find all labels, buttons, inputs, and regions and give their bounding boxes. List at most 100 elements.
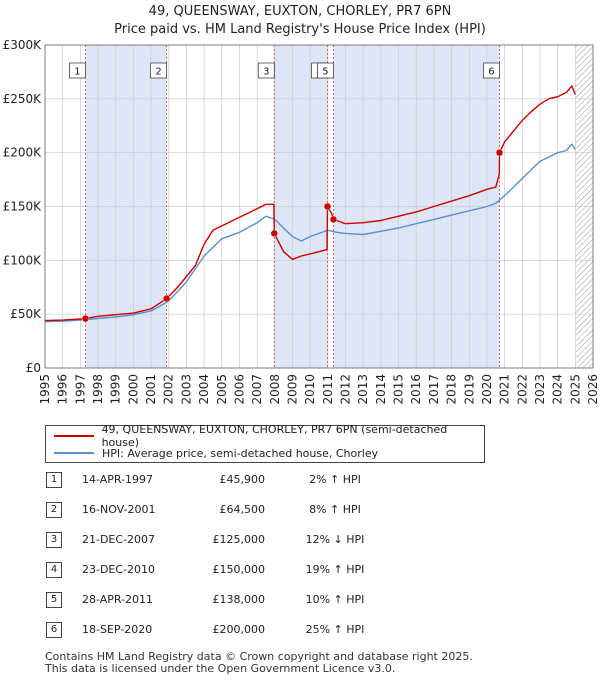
footer-line-1: Contains HM Land Registry data © Crown c… (45, 650, 473, 663)
x-tick-label: 2024 (551, 374, 565, 405)
legend-swatch-hpi (54, 452, 94, 454)
x-tick-label: 1997 (73, 374, 87, 405)
sale-price: £125,000 (212, 533, 266, 546)
sale-hpi-diff: 10% ↑ HPI (305, 593, 365, 606)
x-tick-label: 2001 (144, 374, 158, 405)
sale-marker-box (317, 62, 334, 79)
x-tick-label: 2002 (162, 374, 176, 405)
x-tick-label: 2019 (462, 374, 476, 405)
legend-item-hpi: HPI: Average price, semi-detached house,… (54, 445, 378, 461)
sale-number: 2 (46, 502, 62, 518)
sale-marker-dot (323, 202, 332, 211)
sale-marker-label: 1 (74, 67, 80, 78)
sale-marker-box (150, 62, 168, 79)
chart-title: 49, QUEENSWAY, EUXTON, CHORLEY, PR7 6PN (148, 4, 452, 19)
sale-date: 23-DEC-2010 (82, 563, 156, 576)
sale-marker-dot (81, 314, 90, 323)
sale-hpi-diff: 25% ↑ HPI (305, 623, 365, 636)
x-tick-label: 2016 (409, 374, 423, 405)
sale-price: £138,000 (212, 593, 266, 606)
legend-label-property: 49, QUEENSWAY, EUXTON, CHORLEY, PR7 6PN … (101, 423, 448, 449)
x-tick-label: 2015 (392, 374, 406, 405)
y-tick-label: £200K (3, 146, 43, 160)
y-tick-label: £100K (3, 253, 43, 267)
x-tick-label: 2020 (480, 374, 494, 405)
y-tick-label: £150K (3, 200, 43, 214)
sale-marker-box (69, 62, 86, 79)
x-tick-label: 2017 (427, 374, 441, 405)
x-tick-label: 2007 (250, 374, 264, 405)
sale-price: £64,500 (219, 503, 266, 516)
x-tick-label: 1995 (38, 374, 52, 405)
sale-number: 4 (46, 562, 62, 578)
sale-hpi-diff: 2% ↑ HPI (309, 473, 361, 486)
sale-marker-label: 2 (155, 67, 161, 78)
sale-marker-label: 5 (322, 67, 328, 78)
x-tick-label: 2009 (285, 374, 299, 405)
property-series-line (44, 85, 576, 322)
footer-note: Contains HM Land Registry data © Crown c… (45, 651, 473, 675)
x-tick-label: 2021 (498, 374, 512, 405)
legend-label-hpi: HPI: Average price, semi-detached house,… (102, 446, 379, 460)
sale-marker-dot (329, 215, 338, 224)
x-tick-label: 2010 (303, 374, 317, 405)
x-tick-label: 2005 (215, 374, 229, 405)
x-tick-label: 2012 (339, 374, 353, 405)
y-tick-label: £300K (3, 38, 43, 52)
x-tick-label: 2008 (268, 374, 282, 405)
x-tick-label: 2006 (232, 374, 246, 405)
sale-price: £150,000 (212, 563, 266, 576)
x-tick-label: 2013 (356, 374, 370, 405)
sale-number: 1 (46, 472, 62, 488)
sale-price: £200,000 (212, 623, 266, 636)
table-row: 2 16-NOV-2001 £64,500 8% ↑ HPI (0, 500, 600, 520)
sale-marker-box (483, 62, 500, 79)
sale-date: 18-SEP-2020 (82, 623, 153, 636)
y-tick-label: £0 (26, 361, 41, 375)
sale-marker-dot (270, 229, 279, 238)
x-tick-label: 2023 (533, 374, 547, 405)
hpi-series-line (44, 143, 576, 323)
sale-date: 28-APR-2011 (82, 593, 154, 606)
sale-hpi-diff: 19% ↑ HPI (305, 563, 365, 576)
sale-marker-label: 6 (488, 67, 494, 78)
table-row: 1 14-APR-1997 £45,900 2% ↑ HPI (0, 470, 600, 490)
sale-number: 6 (46, 622, 62, 638)
sale-hpi-diff: 12% ↓ HPI (305, 533, 365, 546)
sale-number: 5 (46, 592, 62, 608)
sale-date: 21-DEC-2007 (82, 533, 156, 546)
chart-legend: 49, QUEENSWAY, EUXTON, CHORLEY, PR7 6PN … (45, 423, 485, 463)
x-tick-label: 2026 (586, 374, 600, 405)
sale-date: 16-NOV-2001 (82, 503, 156, 516)
table-row: 3 21-DEC-2007 £125,000 12% ↓ HPI (0, 530, 600, 550)
table-row: 4 23-DEC-2010 £150,000 19% ↑ HPI (0, 560, 600, 580)
legend-item-property: 49, QUEENSWAY, EUXTON, CHORLEY, PR7 6PN … (54, 423, 484, 449)
x-tick-label: 2004 (197, 374, 211, 405)
sale-date: 14-APR-1997 (82, 473, 154, 486)
legend-swatch-property (54, 435, 94, 437)
footer-line-2: This data is licensed under the Open Gov… (45, 662, 396, 675)
plot-frame (44, 44, 594, 369)
table-row: 5 28-APR-2011 £138,000 10% ↑ HPI (0, 590, 600, 610)
x-tick-label: 1999 (109, 374, 123, 405)
x-tick-label: 2014 (374, 374, 388, 405)
x-tick-label: 2003 (179, 374, 193, 405)
x-tick-label: 2018 (445, 374, 459, 405)
sale-marker-box (257, 62, 275, 79)
x-tick-label: 2000 (126, 374, 140, 405)
x-tick-label: 2022 (515, 374, 529, 405)
x-tick-label: 1998 (91, 374, 105, 405)
y-tick-label: £250K (3, 92, 43, 106)
sale-number: 3 (46, 532, 62, 548)
sale-marker-dot (495, 148, 504, 157)
x-tick-label: 2011 (321, 374, 335, 405)
sale-marker-dot (162, 294, 171, 303)
y-tick-label: £50K (10, 307, 42, 321)
sale-marker-label: 3 (263, 67, 269, 78)
table-row: 6 18-SEP-2020 £200,000 25% ↑ HPI (0, 620, 600, 640)
sale-hpi-diff: 8% ↑ HPI (309, 503, 361, 516)
x-tick-label: 2025 (568, 374, 582, 405)
chart-subtitle: Price paid vs. HM Land Registry's House … (114, 22, 486, 37)
x-tick-label: 1996 (56, 374, 70, 405)
